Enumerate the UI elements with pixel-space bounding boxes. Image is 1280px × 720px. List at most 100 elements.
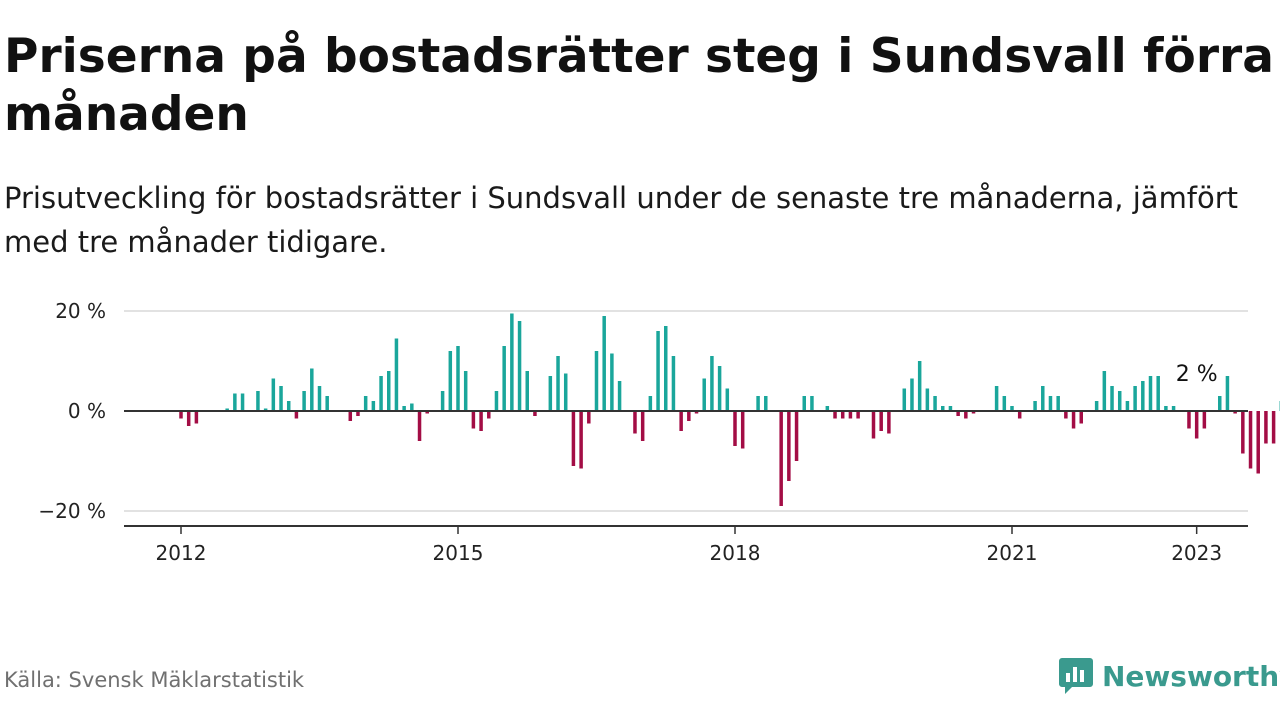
bar xyxy=(387,371,391,411)
bar xyxy=(463,371,468,411)
bar xyxy=(587,411,591,424)
bar xyxy=(302,391,306,411)
bar xyxy=(1110,386,1114,411)
bar xyxy=(271,378,276,411)
bar xyxy=(917,361,922,411)
bar xyxy=(517,321,522,411)
bar xyxy=(1125,401,1130,411)
bar xyxy=(294,411,299,419)
bar xyxy=(556,356,560,411)
bar xyxy=(417,411,422,441)
bar xyxy=(825,406,830,411)
bar xyxy=(594,351,599,411)
bar xyxy=(1264,411,1268,444)
bar xyxy=(1256,411,1260,474)
bar xyxy=(225,408,229,411)
bar xyxy=(871,411,876,439)
bar xyxy=(756,396,760,411)
bar xyxy=(279,386,283,411)
bar xyxy=(356,411,360,416)
bar xyxy=(633,411,637,434)
bar xyxy=(802,396,806,411)
x-tick-label: 2023 xyxy=(1171,541,1222,565)
bar xyxy=(694,411,699,414)
bar xyxy=(471,411,476,429)
newsworthy-logo: Newsworthy xyxy=(1058,654,1280,698)
bar xyxy=(779,411,783,506)
bar xyxy=(717,366,722,411)
latest-value-label: 2 % xyxy=(1176,362,1218,387)
bar xyxy=(1102,371,1107,411)
bar xyxy=(410,403,414,411)
bar xyxy=(617,381,622,411)
bar xyxy=(1164,406,1168,411)
bar xyxy=(848,411,853,419)
bar xyxy=(487,411,491,419)
bars xyxy=(179,313,1280,506)
bar xyxy=(1094,401,1099,411)
x-tick-label: 2021 xyxy=(987,541,1038,565)
x-tick-label: 2015 xyxy=(433,541,484,565)
bar xyxy=(1071,411,1076,429)
bar xyxy=(956,411,960,416)
bar xyxy=(610,353,614,411)
bar xyxy=(833,411,837,419)
bar xyxy=(1233,411,1237,414)
bar xyxy=(994,386,999,411)
axes: 20 % 0 % −20 % 2012 2015 2018 2021 2023 2 % xyxy=(38,299,1248,565)
bar xyxy=(494,391,499,411)
bar xyxy=(425,411,429,414)
bar xyxy=(325,396,329,411)
bar xyxy=(402,406,406,411)
bar xyxy=(1010,406,1014,411)
gridlines xyxy=(124,310,1248,512)
bar xyxy=(1048,396,1053,411)
bar xyxy=(1141,381,1145,411)
y-tick-label: −20 % xyxy=(38,499,106,523)
bar xyxy=(363,396,368,411)
bar xyxy=(725,388,730,411)
bar xyxy=(840,411,845,419)
bar xyxy=(787,411,791,481)
y-tick-label: 20 % xyxy=(55,299,106,323)
bar xyxy=(448,351,453,411)
x-tick-label: 2018 xyxy=(710,541,761,565)
bar xyxy=(479,411,483,431)
bar xyxy=(702,378,706,411)
bar xyxy=(440,391,445,411)
bar xyxy=(1225,376,1230,411)
bar xyxy=(186,411,191,426)
bar xyxy=(933,396,937,411)
x-tick-label: 2012 xyxy=(156,541,207,565)
bar xyxy=(394,338,399,411)
bar xyxy=(733,411,737,446)
bar xyxy=(179,411,183,419)
bar xyxy=(810,396,814,411)
bar xyxy=(256,391,260,411)
brand-name: Newsworthy xyxy=(1102,659,1280,693)
bar xyxy=(764,396,768,411)
bar xyxy=(579,411,583,469)
bar xyxy=(740,411,745,449)
bar xyxy=(533,411,537,416)
bar xyxy=(1064,411,1068,419)
bar xyxy=(602,316,606,411)
bar xyxy=(1117,391,1122,411)
bar xyxy=(240,393,245,411)
bar xyxy=(640,411,645,441)
bar xyxy=(286,401,291,411)
bar xyxy=(964,411,968,419)
bar xyxy=(1133,386,1137,411)
bar xyxy=(902,388,907,411)
bar xyxy=(1187,411,1191,429)
bar xyxy=(1017,411,1022,419)
bar xyxy=(1271,411,1276,444)
bar xyxy=(656,331,660,411)
bar xyxy=(1156,376,1160,411)
bar xyxy=(1056,396,1060,411)
bar xyxy=(671,356,676,411)
bar xyxy=(1218,396,1222,411)
bar xyxy=(941,406,945,411)
bar xyxy=(502,346,506,411)
bar xyxy=(925,388,930,411)
